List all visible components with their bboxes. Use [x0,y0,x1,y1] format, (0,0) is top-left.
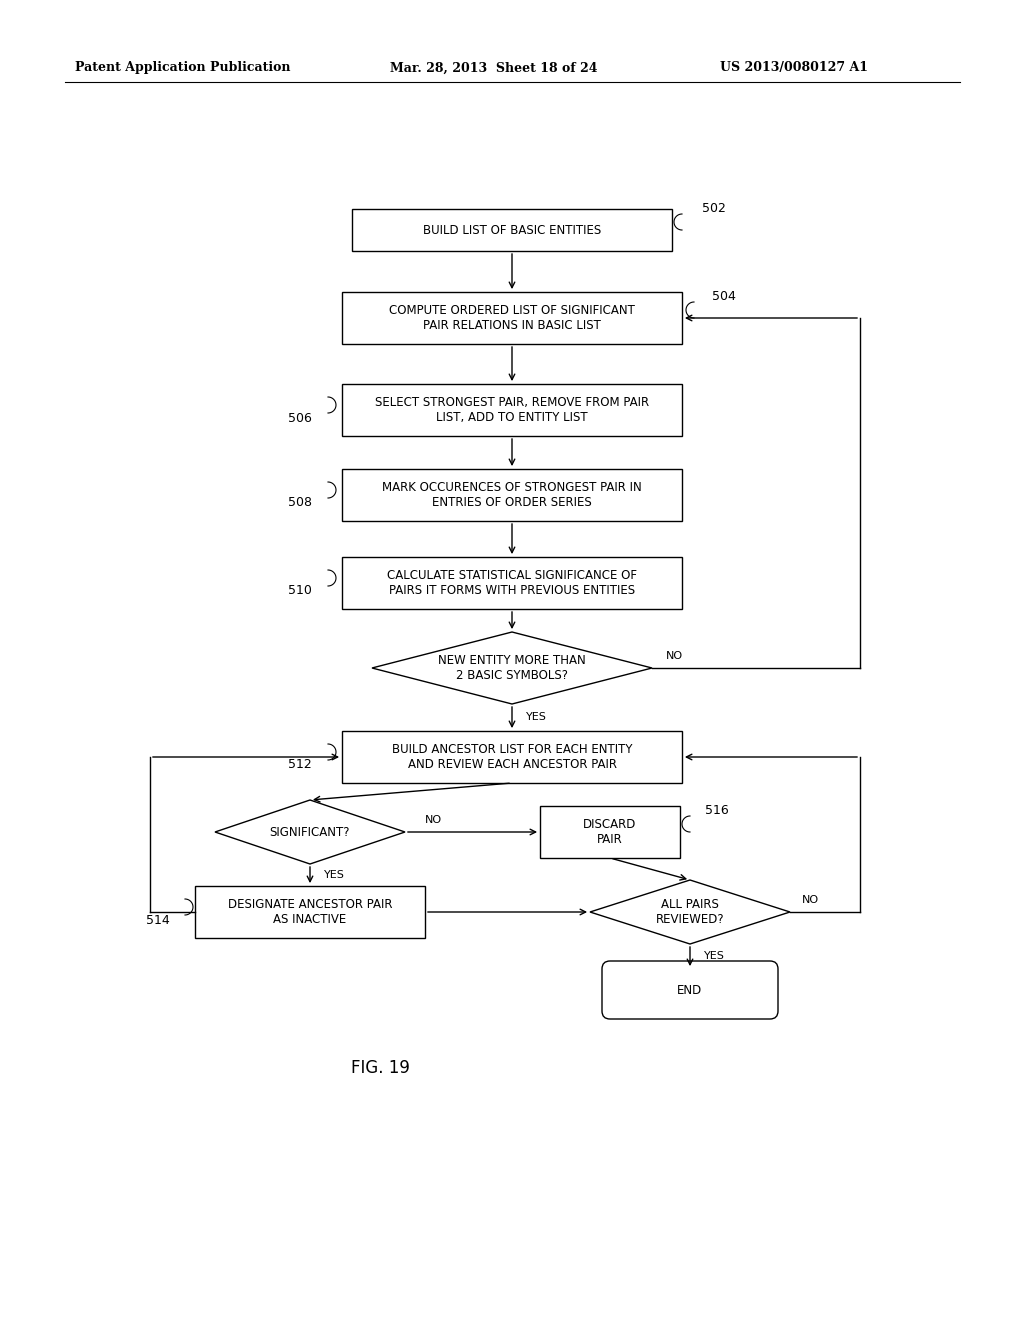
Text: 512: 512 [288,759,312,771]
FancyBboxPatch shape [540,807,680,858]
Polygon shape [590,880,790,944]
Text: 502: 502 [702,202,726,214]
FancyBboxPatch shape [352,209,672,251]
Text: NEW ENTITY MORE THAN
2 BASIC SYMBOLS?: NEW ENTITY MORE THAN 2 BASIC SYMBOLS? [438,653,586,682]
Text: 506: 506 [288,412,312,425]
Text: BUILD LIST OF BASIC ENTITIES: BUILD LIST OF BASIC ENTITIES [423,223,601,236]
Text: 514: 514 [146,913,170,927]
FancyBboxPatch shape [342,557,682,609]
Text: NO: NO [666,651,683,661]
Text: 508: 508 [288,496,312,510]
Polygon shape [215,800,406,865]
FancyBboxPatch shape [195,886,425,939]
Text: END: END [677,983,702,997]
Text: FIG. 19: FIG. 19 [350,1059,410,1077]
Text: NO: NO [802,895,818,906]
Text: 516: 516 [705,804,729,817]
Text: US 2013/0080127 A1: US 2013/0080127 A1 [720,62,868,74]
Text: DESIGNATE ANCESTOR PAIR
AS INACTIVE: DESIGNATE ANCESTOR PAIR AS INACTIVE [227,898,392,927]
FancyBboxPatch shape [602,961,778,1019]
Text: ALL PAIRS
REVIEWED?: ALL PAIRS REVIEWED? [655,898,724,927]
Text: DISCARD
PAIR: DISCARD PAIR [584,818,637,846]
FancyBboxPatch shape [342,292,682,345]
Text: CALCULATE STATISTICAL SIGNIFICANCE OF
PAIRS IT FORMS WITH PREVIOUS ENTITIES: CALCULATE STATISTICAL SIGNIFICANCE OF PA… [387,569,637,597]
Text: 510: 510 [288,585,312,598]
Text: YES: YES [324,870,345,880]
Text: SIGNIFICANT?: SIGNIFICANT? [269,825,350,838]
FancyBboxPatch shape [342,731,682,783]
Text: MARK OCCURENCES OF STRONGEST PAIR IN
ENTRIES OF ORDER SERIES: MARK OCCURENCES OF STRONGEST PAIR IN ENT… [382,480,642,510]
Text: COMPUTE ORDERED LIST OF SIGNIFICANT
PAIR RELATIONS IN BASIC LIST: COMPUTE ORDERED LIST OF SIGNIFICANT PAIR… [389,304,635,333]
Text: YES: YES [526,711,547,722]
Text: YES: YES [705,950,725,961]
Polygon shape [372,632,652,704]
Text: NO: NO [424,814,441,825]
Text: 504: 504 [712,289,736,302]
FancyBboxPatch shape [342,469,682,521]
Text: BUILD ANCESTOR LIST FOR EACH ENTITY
AND REVIEW EACH ANCESTOR PAIR: BUILD ANCESTOR LIST FOR EACH ENTITY AND … [392,743,632,771]
Text: SELECT STRONGEST PAIR, REMOVE FROM PAIR
LIST, ADD TO ENTITY LIST: SELECT STRONGEST PAIR, REMOVE FROM PAIR … [375,396,649,424]
FancyBboxPatch shape [342,384,682,436]
Text: Patent Application Publication: Patent Application Publication [75,62,291,74]
Text: Mar. 28, 2013  Sheet 18 of 24: Mar. 28, 2013 Sheet 18 of 24 [390,62,597,74]
